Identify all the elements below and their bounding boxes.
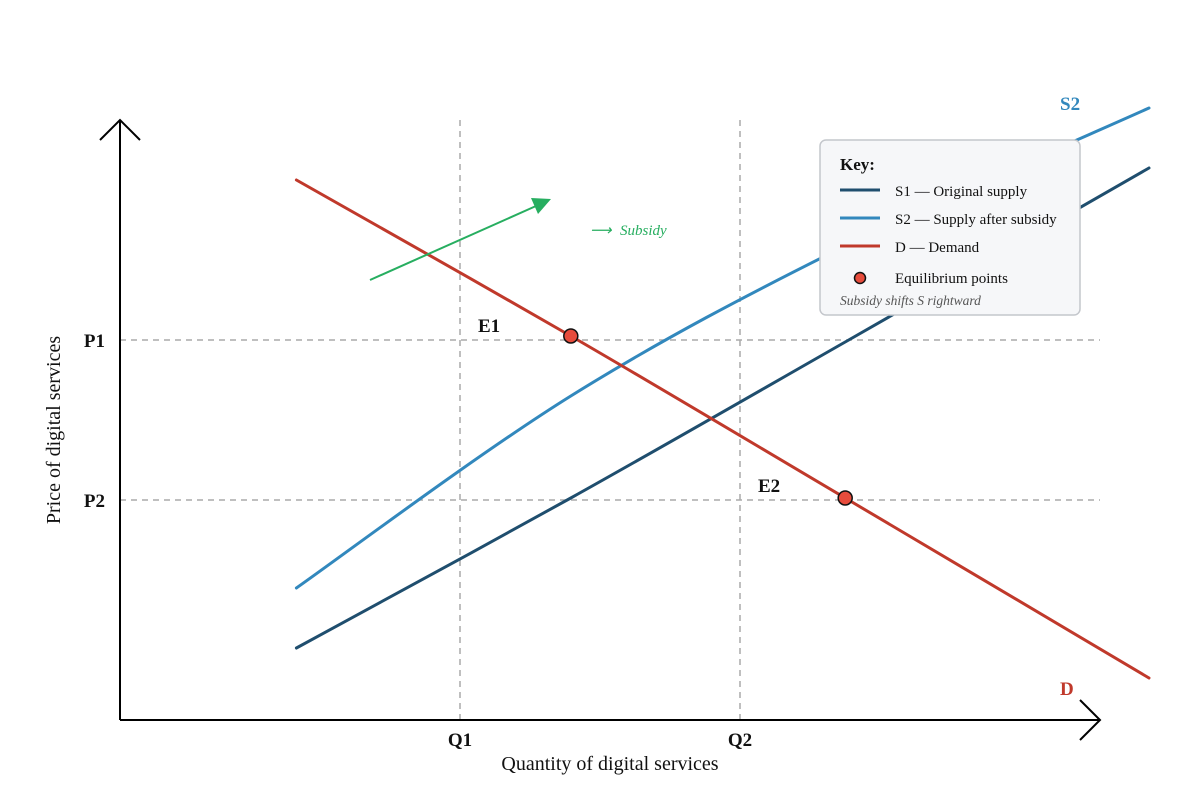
- legend-label-equilibrium: Equilibrium points: [895, 271, 1008, 287]
- equilibrium-point-e1: [563, 328, 579, 344]
- legend-note: Subsidy shifts S rightward: [840, 293, 981, 308]
- demand-curve: [294, 178, 1151, 680]
- legend-label-d: D — Demand: [895, 240, 980, 256]
- y-axis-arrowhead: [99, 118, 141, 141]
- x-axis-title: Quantity of digital services: [501, 753, 718, 775]
- shift-arrow-icon: [531, 198, 551, 214]
- y-tick-p2: P2: [84, 491, 105, 512]
- legend-box: [819, 139, 1081, 316]
- shift-arrow-glyph: ⟶: [590, 223, 613, 239]
- y-tick-p1: P1: [84, 331, 105, 352]
- y-axis-title: Price of digital services: [43, 336, 65, 524]
- subsidy-shift-annotation: ⟶ Subsidy: [369, 198, 667, 281]
- x-tick-q2: Q2: [728, 730, 752, 751]
- shift-label: Subsidy: [620, 223, 667, 239]
- x-axis-arrowhead: [1079, 699, 1102, 741]
- legend-label-s2: S2 — Supply after subsidy: [895, 212, 1057, 228]
- equilibrium-point-e2: [837, 490, 853, 506]
- legend-title: Key:: [840, 155, 875, 174]
- curve-label-s2: S2: [1060, 94, 1080, 115]
- legend: Key: S1 — Original supply S2 — Supply af…: [819, 139, 1081, 316]
- curve-label-d: D: [1060, 679, 1074, 700]
- legend-label-s1: S1 — Original supply: [895, 184, 1028, 200]
- shift-arrow-line: [369, 205, 537, 281]
- equilibrium-label-e2: E2: [758, 476, 780, 497]
- equilibrium-label-e1: E1: [478, 316, 500, 337]
- x-tick-q1: Q1: [448, 730, 472, 751]
- legend-swatch-equilibrium: [853, 271, 867, 285]
